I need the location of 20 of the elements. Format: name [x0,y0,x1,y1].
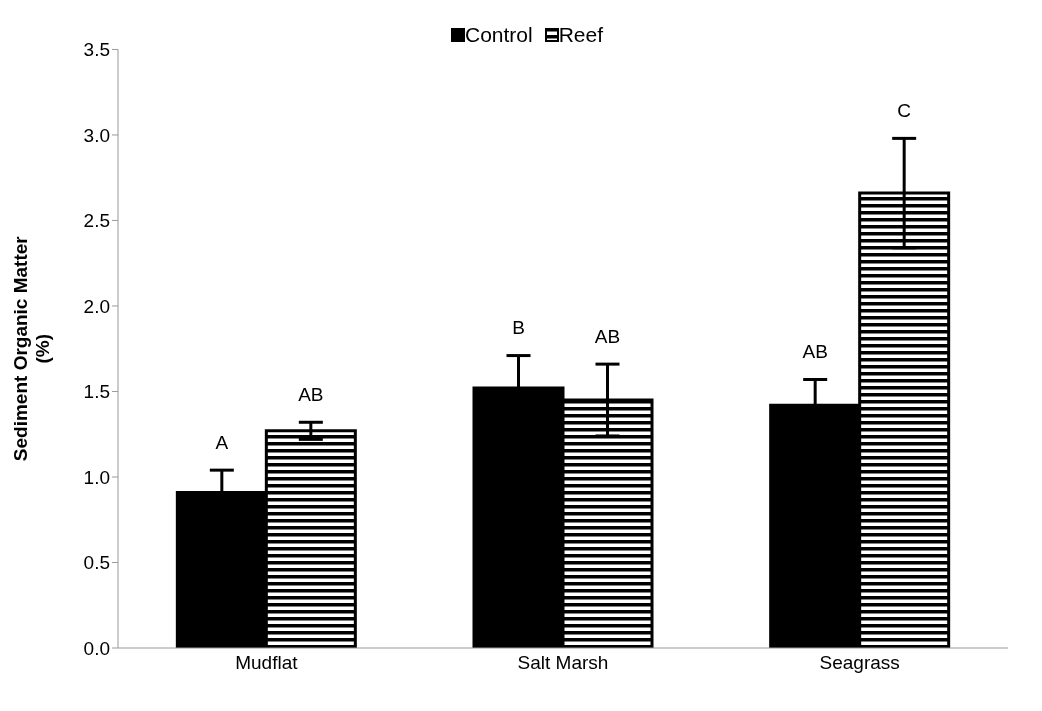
annotation: A [215,431,229,453]
y-tick-label: 1.0 [83,466,110,488]
y-tick-label: 2.0 [83,295,110,317]
legend-label: Control [464,23,533,47]
x-tick-label: Salt Marsh [517,652,609,674]
annotation: C [897,99,912,121]
x-tick-label: Mudflat [235,652,299,674]
y-tick-label: 0.0 [83,637,110,659]
y-tick-label: 2.5 [83,210,110,232]
x-tick-label: Seagrass [819,652,900,674]
legend-label: Reef [558,23,604,47]
y-axis-title: Sediment Organic Matter (%) [10,235,53,462]
y-tick-label: 3.0 [83,124,110,146]
annotation: AB [298,383,324,405]
y-tick-label: 0.5 [83,552,110,574]
annotation: B [512,317,525,339]
y-tick-label: 3.5 [83,39,110,61]
annotation: AB [802,341,828,363]
annotation: AB [594,325,621,347]
y-tick-label: 1.5 [83,381,110,403]
